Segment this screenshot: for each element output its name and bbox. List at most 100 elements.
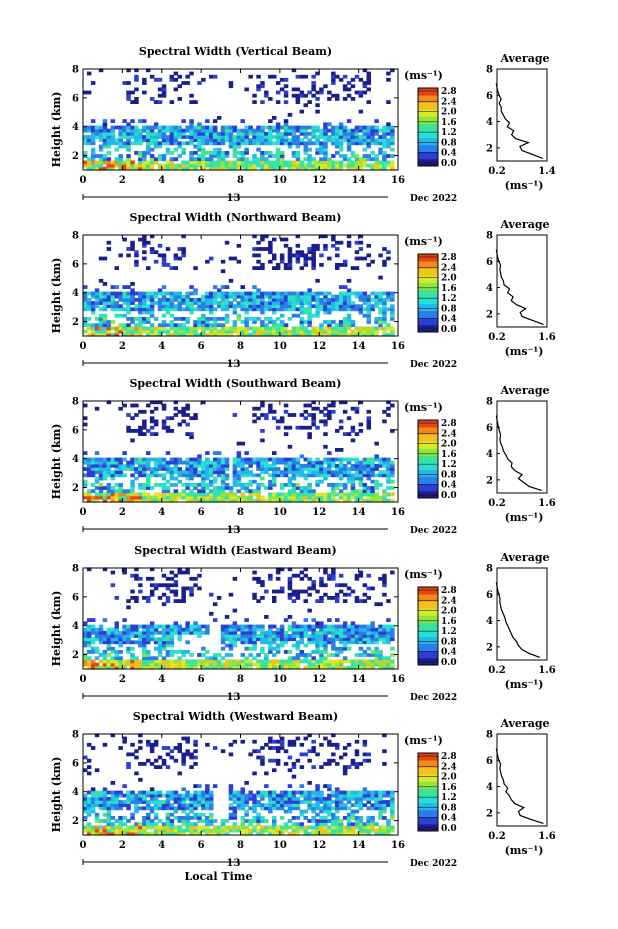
heatmap-cell (252, 793, 257, 798)
heatmap-cell (98, 291, 104, 296)
heatmap-cell (220, 476, 226, 481)
heatmap-cell (86, 831, 92, 836)
heatmap-cell (342, 624, 348, 629)
heatmap-cell (216, 463, 222, 468)
colorbar-tick-label: 0.0 (441, 658, 457, 668)
heatmap-cell (232, 144, 238, 149)
heatmap-cell (90, 151, 96, 155)
heatmap-cell (130, 317, 135, 321)
heatmap-cell (275, 796, 281, 801)
heatmap-cell (256, 240, 261, 245)
heatmap-cell (327, 637, 332, 642)
heatmap-cell (272, 630, 277, 635)
heatmap-cell (232, 822, 238, 827)
heatmap-cell (283, 463, 289, 468)
colorbar-tick-label: 1.2 (441, 128, 457, 138)
heatmap-cell (134, 749, 139, 754)
heatmap-cell (307, 166, 312, 171)
heatmap-cell (378, 659, 383, 664)
heatmap-cell (98, 653, 104, 657)
heatmap-cell (382, 247, 387, 251)
heatmap-cell (232, 125, 238, 130)
heatmap-cell (279, 253, 285, 258)
heatmap-cell (374, 317, 379, 321)
heatmap-cell (169, 332, 175, 337)
heatmap-cell (83, 297, 88, 302)
heatmap-cell (142, 304, 147, 309)
heatmap-cell (134, 630, 139, 635)
heatmap-cell (287, 144, 293, 149)
heatmap-cell (193, 457, 198, 462)
heatmap-cell (331, 125, 336, 130)
heatmap-cell (382, 291, 387, 296)
heatmap-cell (374, 653, 379, 657)
heatmap-cell (173, 758, 179, 763)
heatmap-cell (378, 470, 383, 475)
heatmap-cell (240, 816, 245, 820)
colorbar-tick-label: 2.4 (441, 429, 457, 439)
heatmap-cell (386, 665, 391, 670)
heatmap-cell (197, 154, 202, 158)
heatmap-cell (346, 492, 352, 497)
heatmap-cell (303, 310, 308, 315)
heatmap-cell (220, 323, 226, 328)
heatmap-cell (86, 157, 92, 162)
heatmap-cell (283, 825, 289, 830)
heatmap-cell (138, 429, 143, 433)
heatmap-cell (287, 131, 293, 136)
heatmap-cell (279, 793, 285, 798)
heatmap-cell (287, 128, 293, 133)
heatmap-cell (142, 486, 147, 490)
heatmap-cell (201, 790, 206, 795)
heatmap-cell (189, 665, 194, 670)
heatmap-cell (287, 463, 293, 468)
heatmap-cell (327, 618, 332, 622)
heatmap-cell (228, 787, 234, 792)
heatmap-cell (358, 624, 364, 629)
heatmap-cell (220, 489, 226, 494)
heatmap-cell (303, 627, 308, 632)
heatmap-cell (149, 310, 155, 315)
heatmap-cell (311, 313, 316, 318)
heatmap-cell (319, 473, 324, 478)
heatmap-cell (335, 160, 340, 165)
heatmap-cell (240, 151, 245, 155)
heatmap-cell (126, 413, 131, 417)
heatmap-cell (272, 409, 277, 414)
heatmap-cell (386, 294, 391, 299)
heatmap-cell (134, 627, 139, 632)
heatmap-cell (86, 326, 92, 331)
heatmap-cell (342, 498, 348, 503)
heatmap-cell (354, 307, 360, 312)
heatmap-cell (386, 122, 391, 127)
heatmap-cell (98, 463, 104, 468)
heatmap-cell (86, 128, 92, 133)
heatmap-cell (279, 627, 285, 632)
heatmap-cell (83, 627, 88, 632)
heatmap-cell (232, 473, 238, 478)
heatmap-cell (236, 479, 242, 484)
heatmap-cell (319, 583, 324, 588)
heatmap-cell (185, 320, 190, 324)
heatmap-cell (295, 473, 301, 478)
heatmap-cell (366, 313, 371, 318)
heatmap-cell (130, 627, 135, 632)
heatmap-cell (272, 166, 277, 171)
heatmap-cell (201, 476, 206, 481)
heatmap-cell (173, 580, 179, 584)
heatmap-cell (193, 301, 198, 305)
heatmap-cell (378, 166, 383, 171)
heatmap-cell (366, 304, 371, 309)
heatmap-cell (173, 71, 179, 76)
heatmap-cell (189, 128, 194, 133)
heatmap-cell (189, 416, 194, 421)
heatmap-cell (224, 825, 230, 830)
heatmap-cell (311, 659, 316, 664)
heatmap-cell (272, 141, 277, 146)
heatmap-cell (83, 634, 88, 638)
heatmap-cell (350, 131, 356, 136)
heatmap-cell (83, 768, 88, 773)
heatmap-cell (189, 809, 194, 814)
heatmap-cell (110, 800, 116, 804)
heatmap-cell (315, 634, 320, 638)
